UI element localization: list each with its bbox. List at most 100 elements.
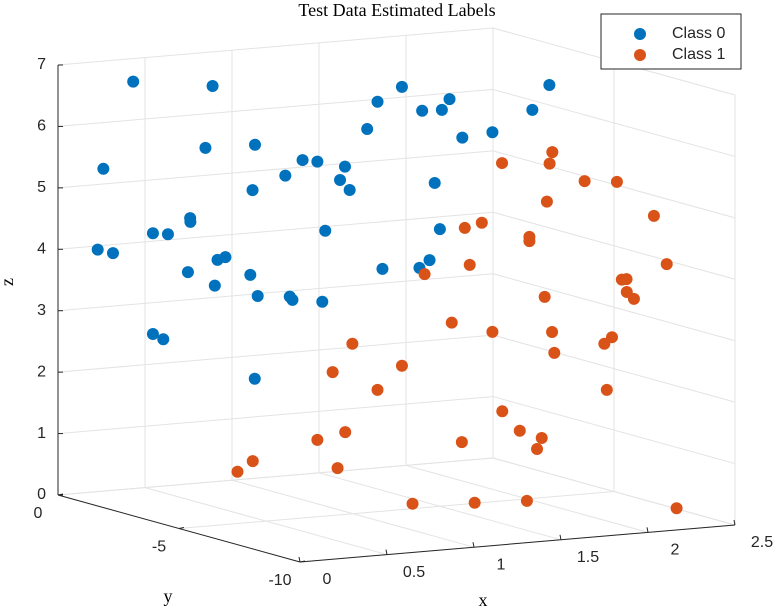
grid-line [57,211,494,250]
grid-line [57,88,494,127]
x-tick-label: 1.5 [577,549,599,566]
data-point [578,175,591,188]
legend-marker [634,49,646,61]
data-point [279,169,292,182]
x-tick-label: 0.5 [403,564,425,581]
data-point [339,426,352,439]
z-tick-label: 7 [37,56,46,73]
data-point [338,160,351,173]
data-point [523,235,536,248]
z-tick-label: 6 [37,118,46,135]
z-axis-label: z [0,278,17,286]
legend-box [600,13,742,70]
y-tick [57,493,64,496]
points [91,75,683,515]
data-point [161,228,174,241]
z-tick-label: 3 [37,302,46,319]
data-point [157,333,170,346]
data-point [127,75,140,88]
data-point [346,337,359,350]
data-point [311,433,324,446]
data-point [199,141,212,154]
y-tick [299,560,306,563]
data-point [296,154,309,167]
z-tick-label: 1 [37,425,46,442]
grid-line [57,457,494,496]
data-point [376,262,389,275]
data-point [208,279,221,292]
data-point [627,292,640,305]
data-point [248,372,261,385]
y-tick [178,527,185,529]
data-point [513,424,526,437]
data-point [231,465,244,478]
data-point [395,359,408,372]
data-point [219,251,232,264]
data-point [531,442,544,455]
data-point [106,247,119,260]
data-point [458,221,471,234]
data-point [343,184,356,197]
grid-line [57,150,494,189]
x-tick [733,519,736,526]
data-point [206,79,219,92]
data-point [486,126,499,139]
axes: 0 1 2 3 4 5 6 7 -10 -5 0 0 0.5 1 1.5 2 2.5 [34,56,774,589]
data-point [406,497,419,510]
data-point [538,290,551,303]
data-point [244,268,257,281]
data-point [600,383,613,396]
z-tick-label: 0 [37,486,46,503]
data-point [548,346,561,359]
data-point [445,316,458,329]
data-point [660,258,673,271]
y-tick-label: -5 [152,539,166,556]
legend: Class 0 Class 1 [600,13,742,70]
data-point [316,295,329,308]
data-point [610,175,623,188]
legend-label: Class 0 [672,25,725,42]
x-tick-label: 2.5 [751,534,773,551]
data-point [543,157,556,170]
data-point [246,184,259,197]
data-point [311,155,324,168]
data-point [598,337,611,350]
data-point [433,223,446,236]
data-point [91,243,104,256]
grid-line [57,27,494,66]
data-point [319,224,332,237]
legend-marker [634,28,646,40]
data-point [543,78,556,91]
data-point [443,93,456,106]
data-point [184,215,197,228]
data-point [647,209,660,222]
data-point [97,162,110,175]
x-tick-label: 1 [497,556,506,573]
data-point [181,266,194,279]
data-point [456,131,469,144]
grid-line [178,491,615,529]
data-point [540,195,553,208]
data-point [286,293,299,306]
data-point [416,104,429,117]
x-tick [646,527,649,533]
data-point [428,176,441,189]
x-axis [299,524,736,563]
data-point [251,289,264,302]
x-tick [472,542,475,548]
data-point [486,325,499,338]
data-point [526,103,539,116]
y-tick-label: -10 [268,572,291,589]
data-point [146,327,159,340]
data-point [535,431,548,444]
data-point [361,123,374,136]
data-point [418,268,431,281]
data-point [496,405,509,418]
data-point [455,436,468,449]
data-point [475,216,488,229]
grid-line [57,334,494,373]
data-point [496,157,509,170]
data-point [326,366,339,379]
data-point [546,146,559,159]
